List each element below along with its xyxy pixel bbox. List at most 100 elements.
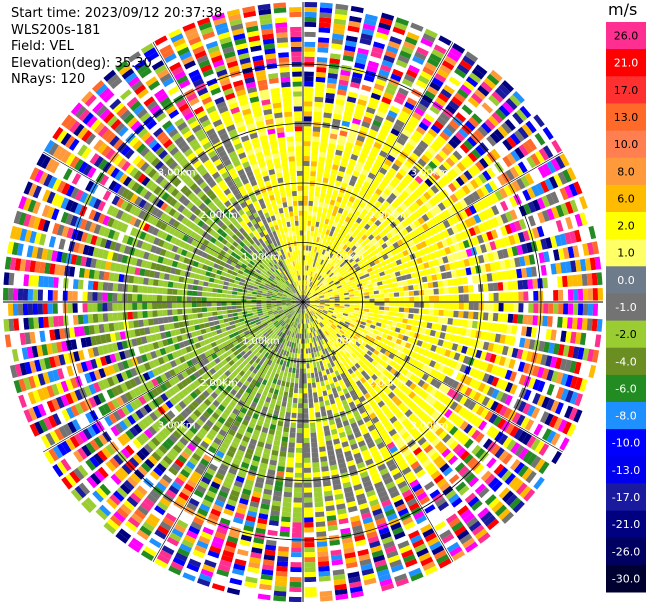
- range-gate: [489, 262, 497, 272]
- range-gate: [303, 260, 305, 266]
- range-gate: [488, 303, 494, 311]
- range-gate: [592, 303, 598, 316]
- range-gate: [348, 236, 354, 243]
- range-gate: [429, 329, 436, 337]
- range-gate: [293, 392, 298, 399]
- range-gate: [336, 212, 342, 219]
- range-gate: [437, 339, 444, 347]
- range-gate: [387, 110, 398, 119]
- range-gate: [298, 343, 301, 349]
- range-gate: [377, 105, 388, 114]
- range-gate: [321, 228, 327, 234]
- range-gate: [522, 141, 533, 154]
- range-gate: [474, 64, 488, 76]
- range-gate: [328, 258, 334, 265]
- range-gate: [324, 102, 334, 109]
- range-gate: [334, 13, 347, 21]
- range-gate: [517, 126, 529, 140]
- range-gate: [318, 575, 331, 582]
- range-gate: [303, 368, 307, 374]
- range-gate: [420, 154, 430, 164]
- range-gate: [527, 201, 537, 213]
- range-gate: [413, 284, 419, 290]
- range-gate: [504, 335, 511, 345]
- range-gate: [304, 532, 315, 538]
- range-gate: [444, 333, 451, 341]
- range-gate: [555, 155, 566, 169]
- range-gate: [327, 235, 332, 241]
- range-gate: [321, 187, 327, 193]
- range-gate: [338, 79, 349, 86]
- range-gate: [307, 260, 310, 266]
- range-gate: [356, 280, 362, 285]
- range-gate: [309, 362, 314, 369]
- range-gate: [379, 150, 388, 158]
- range-gate: [413, 308, 419, 314]
- range-gate: [291, 552, 302, 558]
- range-gate: [321, 466, 329, 472]
- range-gate: [316, 176, 323, 183]
- range-gate: [504, 224, 513, 235]
- range-gate: [393, 218, 401, 226]
- range-gate: [543, 341, 550, 353]
- range-gate: [467, 193, 477, 204]
- range-gate: [374, 306, 380, 310]
- range-gate: [392, 123, 403, 132]
- range-gate: [472, 236, 480, 246]
- range-gate: [369, 324, 376, 329]
- range-gate: [409, 331, 416, 338]
- range-gate: [323, 244, 328, 251]
- range-gate: [311, 447, 318, 453]
- range-gate: [494, 190, 504, 201]
- range-gate: [354, 241, 361, 248]
- range-gate: [522, 279, 529, 290]
- range-gate: [294, 378, 299, 384]
- range-gate: [310, 166, 317, 172]
- range-gate: [305, 338, 308, 344]
- range-gate: [403, 307, 410, 313]
- range-gate: [374, 273, 381, 278]
- range-gate: [384, 247, 391, 254]
- range-gate: [389, 192, 397, 201]
- range-gate: [305, 285, 308, 291]
- range-gate: [397, 87, 409, 97]
- range-gate: [333, 23, 346, 30]
- range-gate: [386, 278, 393, 284]
- range-gate: [319, 147, 327, 153]
- range-gate: [506, 153, 517, 165]
- range-gate: [460, 84, 472, 95]
- range-gate: [369, 196, 377, 204]
- range-gate: [353, 113, 363, 121]
- range-gate: [292, 397, 298, 404]
- range-gate: [289, 591, 302, 597]
- range-gate: [553, 290, 559, 301]
- range-gate: [329, 293, 335, 297]
- range-gate: [454, 233, 463, 242]
- range-gate: [339, 203, 346, 210]
- range-gate: [364, 230, 371, 237]
- range-gate: [530, 266, 537, 277]
- range-gate: [434, 266, 441, 273]
- range-gate: [336, 144, 344, 152]
- range-gate: [525, 326, 533, 337]
- range-gate: [572, 289, 579, 301]
- range-gate: [339, 278, 345, 283]
- range-gate: [334, 201, 341, 208]
- range-gate: [517, 191, 527, 204]
- range-gate: [444, 246, 452, 255]
- range-gate: [345, 240, 351, 247]
- range-gate: [423, 191, 432, 201]
- range-gate: [313, 111, 322, 118]
- range-gate: [294, 353, 298, 359]
- range-gate: [394, 297, 400, 302]
- range-gate: [531, 185, 541, 197]
- range-gate: [310, 277, 314, 282]
- range-gate: [313, 116, 322, 123]
- range-gate: [410, 22, 424, 32]
- range-gate: [365, 159, 374, 168]
- range-gate: [481, 232, 489, 243]
- range-gate: [299, 333, 302, 339]
- range-gate: [343, 310, 349, 314]
- range-gate: [310, 288, 315, 294]
- range-gate: [562, 344, 570, 357]
